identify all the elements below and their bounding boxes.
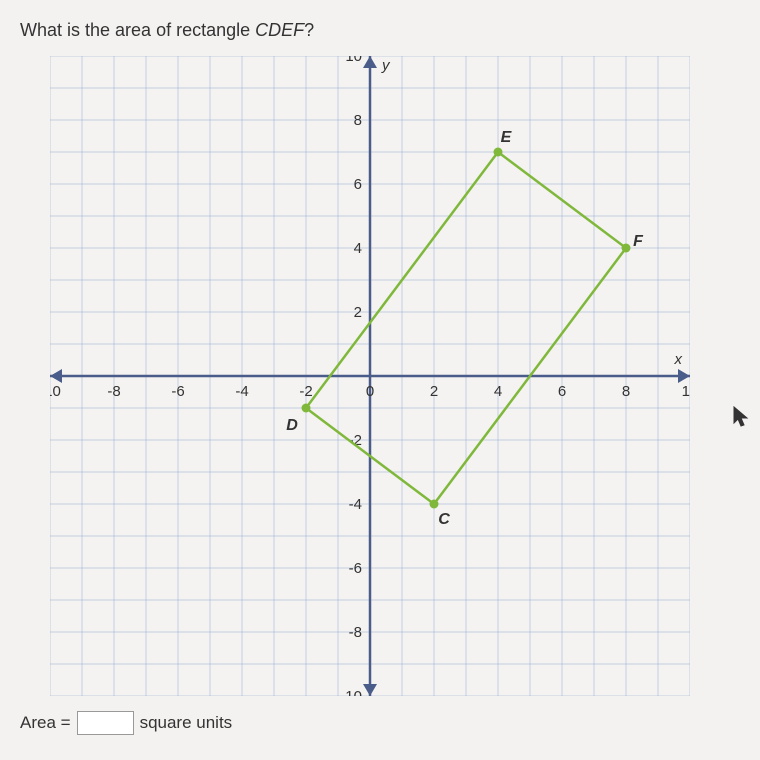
svg-text:D: D (286, 417, 298, 434)
svg-text:8: 8 (354, 112, 362, 129)
svg-text:-6: -6 (349, 560, 362, 577)
svg-text:-8: -8 (349, 624, 362, 641)
svg-text:4: 4 (354, 240, 362, 257)
svg-text:F: F (633, 233, 644, 250)
svg-text:2: 2 (430, 383, 438, 400)
svg-text:6: 6 (354, 176, 362, 193)
svg-text:2: 2 (354, 304, 362, 321)
answer-prefix: Area = (20, 713, 71, 733)
svg-text:-8: -8 (107, 383, 120, 400)
chart-svg: -10-8-6-4-20246810-10-8-6-4-2246810xyCDE… (50, 56, 690, 696)
answer-row: Area = square units (20, 711, 740, 735)
svg-text:6: 6 (558, 383, 566, 400)
svg-text:-4: -4 (349, 496, 362, 513)
svg-text:E: E (501, 129, 513, 146)
cursor-icon (732, 405, 750, 435)
svg-text:x: x (674, 351, 683, 368)
svg-text:10: 10 (682, 383, 690, 400)
question-prefix: What is the area of rectangle (20, 20, 255, 40)
area-input[interactable] (77, 711, 134, 735)
svg-text:C: C (438, 511, 450, 528)
svg-text:4: 4 (494, 383, 502, 400)
svg-text:-10: -10 (340, 688, 362, 696)
shape-name: CDEF (255, 20, 304, 40)
svg-text:10: 10 (345, 56, 362, 65)
question-text: What is the area of rectangle CDEF? (20, 20, 740, 41)
svg-text:8: 8 (622, 383, 630, 400)
answer-suffix: square units (140, 713, 233, 733)
coordinate-chart: -10-8-6-4-20246810-10-8-6-4-2246810xyCDE… (50, 56, 690, 696)
svg-text:0: 0 (366, 383, 374, 400)
svg-text:-6: -6 (171, 383, 184, 400)
svg-text:-2: -2 (299, 383, 312, 400)
svg-text:-10: -10 (50, 383, 61, 400)
question-suffix: ? (304, 20, 314, 40)
svg-text:-4: -4 (235, 383, 248, 400)
